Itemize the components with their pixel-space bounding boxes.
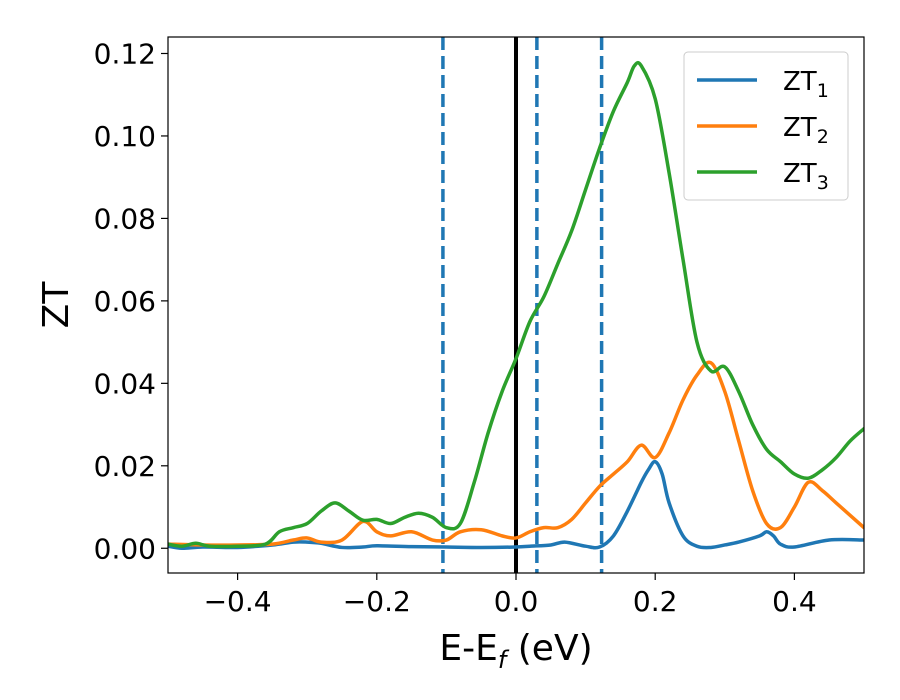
x-tick-label: 0.4 <box>772 585 817 618</box>
y-tick-label: 0.12 <box>94 37 156 70</box>
y-axis-title: ZT <box>36 281 77 329</box>
series-line-zt3 <box>168 60 864 549</box>
legend-label: ZT1 <box>783 67 829 102</box>
x-tick-label: −0.2 <box>343 585 411 618</box>
legend-box <box>683 51 849 201</box>
y-tick-label: 0.10 <box>94 120 156 153</box>
x-axis-title: E-Ef (eV) <box>439 628 592 674</box>
y-tick-label: 0.00 <box>94 532 156 565</box>
x-tick-label: −0.4 <box>204 585 272 618</box>
legend: ZT1 ZT2 ZT3 <box>683 51 849 201</box>
y-tick-label: 0.04 <box>94 367 156 400</box>
legend-label: ZT3 <box>783 159 829 194</box>
series-line-zt2 <box>168 360 864 547</box>
x-axis-ticks: −0.4 −0.2 0.0 0.2 0.4 <box>204 573 817 618</box>
y-tick-label: 0.06 <box>94 285 156 318</box>
x-tick-label: 0.0 <box>494 585 539 618</box>
series-lines <box>168 60 864 551</box>
legend-label: ZT2 <box>783 113 829 148</box>
y-tick-label: 0.08 <box>94 202 156 235</box>
series-line-zt1 <box>168 459 864 551</box>
y-tick-label: 0.02 <box>94 450 156 483</box>
y-axis-ticks: 0.00 0.02 0.04 0.06 0.08 0.10 0.12 <box>94 37 168 565</box>
x-tick-label: 0.2 <box>633 585 678 618</box>
